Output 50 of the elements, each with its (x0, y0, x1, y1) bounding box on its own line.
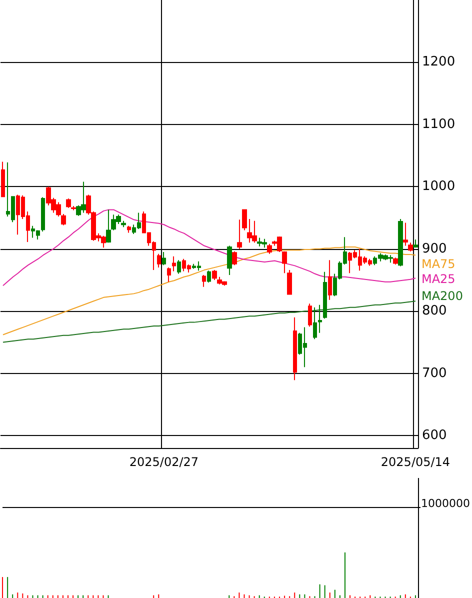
y-tick-label: 1100 (422, 116, 456, 132)
candlestick (162, 252, 166, 266)
candlestick (408, 242, 413, 252)
candlestick (1, 161, 5, 198)
candlestick (242, 209, 247, 231)
line-series (2, 300, 416, 343)
candlestick (121, 220, 126, 228)
candlestick (212, 270, 217, 280)
candlestick (267, 243, 272, 254)
candlestick (413, 239, 418, 248)
candlestick (318, 304, 322, 334)
candlestick (328, 260, 332, 300)
candlestick (393, 257, 398, 265)
candlestick (287, 270, 292, 295)
series-label: MA25 (421, 272, 456, 286)
candlestick (202, 274, 206, 288)
y-tick-label: 800 (422, 304, 447, 319)
candlestick (398, 218, 403, 267)
candlestick (227, 245, 232, 276)
candlestick (127, 225, 131, 234)
line-series (2, 246, 416, 336)
candlestick (66, 198, 71, 208)
candlestick (106, 209, 111, 244)
candlestick (177, 260, 181, 274)
candlestick (71, 205, 76, 211)
candlestick (167, 267, 171, 282)
candlestick (403, 222, 408, 246)
series-label: MA75 (421, 257, 456, 272)
y-tick-label: 700 (422, 366, 447, 381)
candlestick (237, 219, 242, 250)
candlestick (313, 306, 317, 340)
line-series (2, 209, 416, 286)
x-tick-label: 2025/05/14 (380, 455, 450, 469)
candlestick (282, 250, 287, 274)
y-tick-label: 900 (422, 241, 447, 256)
x-tick-label: 2025/02/27 (129, 455, 199, 469)
candlestick (207, 270, 211, 283)
y-tick-label: 600 (422, 428, 447, 444)
candlestick (232, 250, 237, 266)
series-label: MA200 (421, 289, 463, 304)
candlestick (308, 303, 312, 328)
candlestick (157, 253, 161, 268)
candlestick (323, 271, 327, 320)
y-tick-label: 1000 (422, 179, 456, 194)
candlestick (172, 256, 176, 272)
text: 1000000 (421, 497, 470, 510)
y-tick-label: 1200 (422, 54, 456, 70)
candlestick (41, 196, 45, 232)
candlestick (61, 214, 66, 226)
candlestick (293, 316, 297, 381)
